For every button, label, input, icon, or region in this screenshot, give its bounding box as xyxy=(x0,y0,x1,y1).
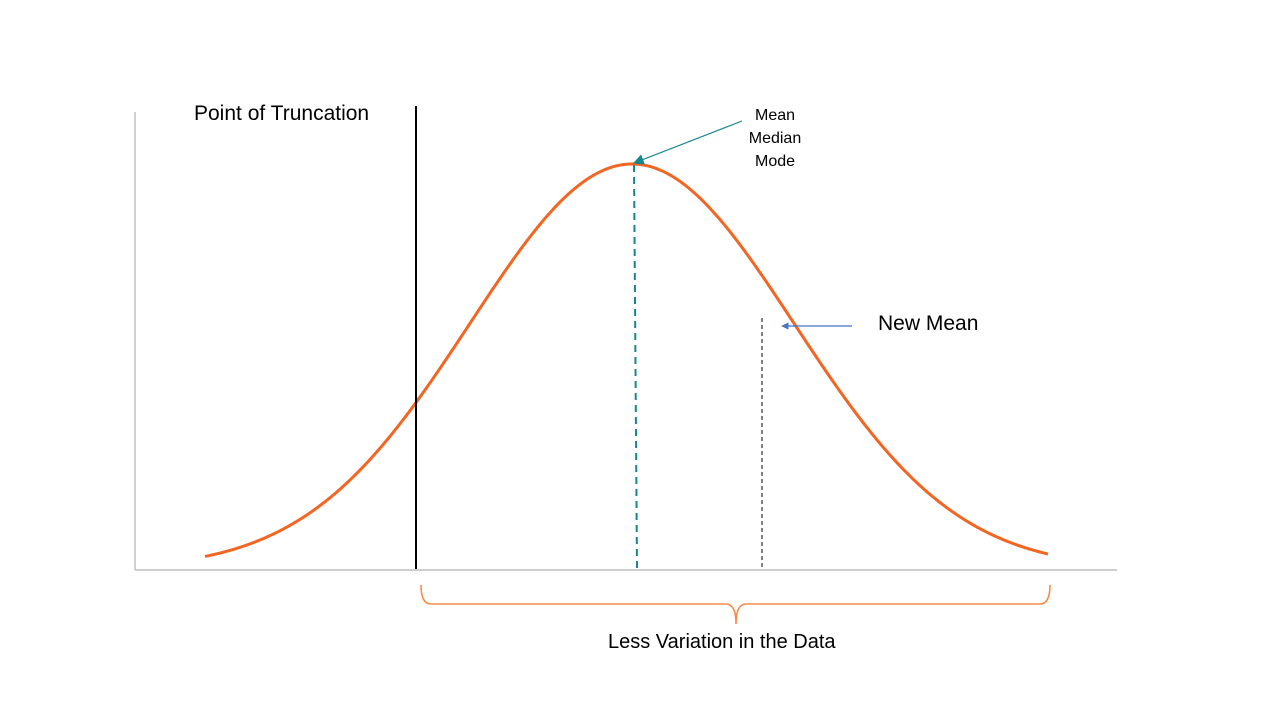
new-mean-label: New Mean xyxy=(878,312,979,335)
median-label: Median xyxy=(748,130,802,147)
bell-curve xyxy=(204,162,1049,558)
variation-brace xyxy=(420,584,1051,625)
truncation-label: Point of Truncation xyxy=(194,102,370,125)
mean-label: Mean xyxy=(754,107,796,124)
mean-line xyxy=(633,164,638,570)
variation-label: Less Variation in the Data xyxy=(608,631,836,653)
mode-label: Mode xyxy=(754,153,796,170)
stats-label: Mean Median Mode xyxy=(738,104,812,173)
stats-arrow xyxy=(632,120,743,165)
